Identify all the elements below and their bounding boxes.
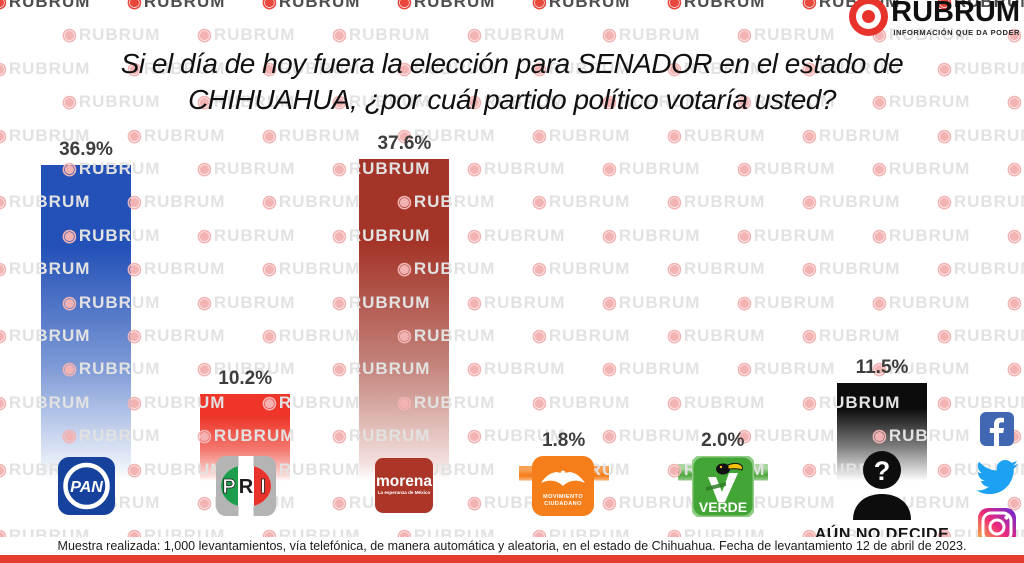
verde-check-v: [708, 473, 738, 502]
brand-name: RUBRUM: [891, 0, 1020, 28]
value-label-a-n-no-decide: 11.5%: [855, 356, 909, 378]
verde-logo-text: VERDE: [699, 499, 747, 515]
toucan-icon: [716, 462, 743, 475]
morena-logo-text: morena: [376, 473, 432, 490]
bottom-red-strip: [0, 555, 1024, 563]
bullseye-icon: [849, 0, 889, 36]
value-label-pri: 10.2%: [218, 367, 273, 389]
movimiento-ciudadano-logo: MOVIMIENTO CIUDADANO: [532, 456, 594, 521]
social-links: [976, 410, 1018, 551]
facebook-icon[interactable]: [980, 412, 1014, 451]
mc-logo-line1: MOVIMIENTO: [543, 494, 583, 500]
pri-logo-letter-i: I: [260, 476, 266, 498]
methodology-note: Muestra realizada: 1,000 levantamientos,…: [0, 537, 1024, 555]
value-label-morena: 37.6%: [377, 132, 432, 154]
eagle-icon: [541, 472, 585, 486]
value-label-partido-verde: 2.0%: [701, 430, 745, 451]
value-label-movimiento-ciudadano: 1.8%: [541, 430, 586, 451]
morena-logo-subtext: La esperanza de México: [378, 490, 431, 495]
bar-pan: [41, 164, 131, 481]
pri-logo-letter-r: R: [239, 476, 254, 498]
poll-question-line2: CHIHUAHUA, ¿por cuál partido político vo…: [188, 84, 836, 115]
twitter-icon[interactable]: [976, 459, 1018, 500]
undecided-silhouette: ?: [849, 449, 915, 525]
bar-morena: [359, 158, 450, 481]
partido-verde-logo: VERDE: [690, 454, 756, 522]
question-mark-icon: ?: [874, 456, 891, 486]
mc-logo-line2: CIUDADANO: [544, 501, 582, 507]
poll-question: Si el día de hoy fuera la elección para …: [0, 46, 1024, 118]
pan-logo: PAN: [58, 457, 115, 520]
morena-logo: morena La esperanza de México: [375, 458, 433, 518]
pan-logo-text: PAN: [70, 479, 103, 496]
brand-tagline: INFORMACIÓN QUE DA PODER: [893, 28, 1020, 37]
instagram-icon[interactable]: [978, 508, 1016, 551]
rubrum-logo: RUBRUM INFORMACIÓN QUE DA PODER: [849, 0, 1020, 37]
poll-question-line1: Si el día de hoy fuera la elección para …: [120, 48, 904, 79]
pri-logo: P R I: [216, 456, 276, 521]
value-label-pan: 36.9%: [59, 138, 113, 160]
pri-logo-letter-p: P: [222, 476, 235, 498]
